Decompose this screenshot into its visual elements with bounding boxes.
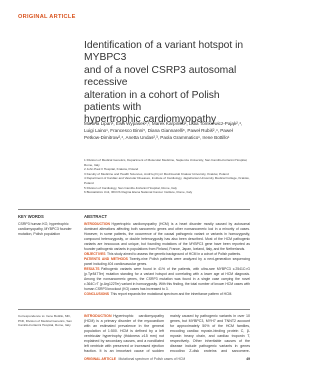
section-text: This report expands the mutational spect… xyxy=(110,292,233,296)
section-label: CONCLUSIONS xyxy=(84,292,110,296)
section-label: INTRODUCTION xyxy=(84,222,110,226)
section-text: Pathogenic variants were found in 41% of… xyxy=(84,267,250,291)
article-type: ORIGINAL ARTICLE xyxy=(18,14,76,20)
affiliation: 5 Division of Cardiology, San Camillo-Fo… xyxy=(84,185,177,190)
body-text: Hypertrophic cardiomyopathy (HCM) is a p… xyxy=(84,314,164,352)
section-text: This study aimed to assess the genetic b… xyxy=(106,252,241,256)
affiliation: 1 Division of Medical Genetics, Departme… xyxy=(84,158,248,167)
section-label: RESULTS xyxy=(84,267,100,271)
title-line: Identification of a variant hotspot in M… xyxy=(84,40,244,64)
page: {"header": {"kicker": "ORIGINAL ARTICLE"… xyxy=(18,14,254,361)
abstract: INTRODUCTION Hypertrophic cardiomyopathy … xyxy=(84,222,250,306)
section-text: Hypertrophic cardiomyopathy (HCM) is a h… xyxy=(84,222,250,251)
correspondence: Correspondence to: Irene Bottillo, MD, P… xyxy=(18,314,72,328)
abstract-heading: ABSTRACT xyxy=(84,214,108,219)
divider xyxy=(18,209,250,210)
abstract-section: OBJECTIVES This study aimed to assess the… xyxy=(84,252,250,257)
section-label: PATIENTS AND METHODS xyxy=(84,257,128,261)
affiliation: 4 Department of Cardiac and Vascular Dis… xyxy=(84,176,250,185)
footer-label: ORIGINAL ARTICLE xyxy=(84,357,117,361)
page-number: 49 xyxy=(246,357,250,361)
section-label: OBJECTIVES xyxy=(84,252,106,256)
footer: ORIGINAL ARTICLE Mutational spectrum of … xyxy=(84,357,250,361)
section-label: INTRODUCTION xyxy=(84,314,112,318)
title-line: alteration in a cohort of Polish patient… xyxy=(84,89,220,114)
footer-text: Mutational spectrum of Polish cases of H… xyxy=(118,357,186,361)
keywords: CSRP3 human KO, hypertrophic cardiomyopa… xyxy=(18,222,72,237)
body-column: mainly caused by pathogenic variants in … xyxy=(170,314,250,352)
article-title: Identification of a variant hotspot in M… xyxy=(84,40,254,127)
keywords-heading: KEY WORDS xyxy=(18,214,44,219)
abstract-section: PATIENTS AND METHODS Twenty-nine Polish p… xyxy=(84,257,250,267)
affiliation: 6 Biostatistics Unit, IRCCS Regina Elena… xyxy=(84,190,193,195)
title-line: and of a novel CSRP3 autosomal recessive xyxy=(84,64,237,89)
title-line: hypertrophic cardiomyopathy xyxy=(84,114,217,126)
abstract-section: INTRODUCTION Hypertrophic cardiomyopathy … xyxy=(84,222,250,252)
abstract-section: CONCLUSIONS This report expands the mutat… xyxy=(84,292,250,297)
section-text: Twenty-nine Polish patients were analyze… xyxy=(84,257,250,266)
body-column: INTRODUCTION Hypertrophic cardiomyopathy … xyxy=(84,314,164,352)
authors: Martina Lipari¹, Ewa Wypasek²,³, Marek K… xyxy=(84,121,243,141)
abstract-section: RESULTS Pathogenic variants were found in… xyxy=(84,267,250,292)
divider xyxy=(18,309,250,310)
affiliation: 3 Faculty of Medicine and Health Science… xyxy=(84,171,229,176)
affiliation: 2 John Paul II Hospital, Kraków, Poland xyxy=(84,167,139,172)
affiliations: 1 Division of Medical Genetics, Departme… xyxy=(84,158,250,195)
